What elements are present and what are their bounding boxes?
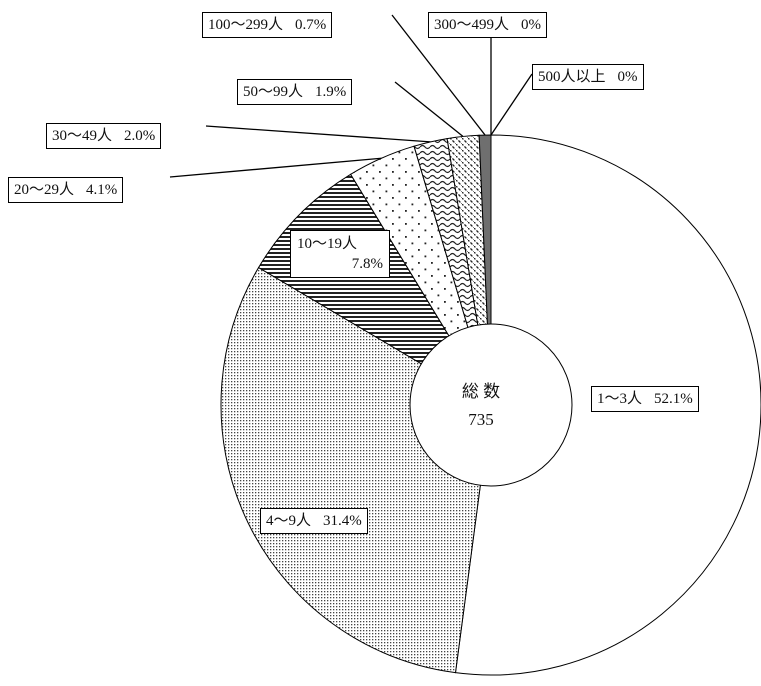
slice-label-name: 4～9人: [266, 513, 312, 529]
slice-label-name: 10～19人: [297, 236, 358, 252]
slice-label-name: 500人以上: [538, 69, 606, 85]
slice-label-20-29: 20～29人 4.1%: [8, 177, 124, 203]
slice-label-percent: 2.0%: [124, 128, 156, 144]
leader-line-8: [490, 73, 533, 136]
slice-label-name: 20～29人: [14, 182, 75, 198]
leader-line-6: [391, 14, 486, 136]
slice-label-percent: 0.7%: [295, 17, 327, 33]
slice-label-percent: 52.1%: [654, 391, 693, 407]
slice-label-100-299: 100～299人 0.7%: [202, 12, 333, 38]
slice-label-30-49: 30～49人 2.0%: [46, 123, 162, 149]
slice-label-300-499: 300～499人 0%: [428, 12, 548, 38]
slice-label-4-9: 4～9人 31.4%: [260, 508, 368, 534]
leader-line-3: [169, 157, 382, 178]
center-total-label: 総 数 735: [426, 378, 536, 434]
slice-label-percent: 0%: [617, 69, 638, 85]
slice-label-10-19: 10～19人 7.8%: [290, 230, 390, 278]
center-hole: [409, 323, 573, 487]
leader-line-5: [394, 81, 464, 137]
slice-label-percent: 7.8%: [351, 256, 383, 272]
slice-label-name: 1～3人: [597, 391, 643, 407]
center-total: 735: [468, 410, 494, 429]
slice-label-percent: 0%: [521, 17, 542, 33]
leader-line-4: [205, 125, 431, 143]
center-title: 総 数: [461, 382, 501, 401]
slice-label-percent: 31.4%: [323, 513, 362, 529]
slice-label-name: 300～499人: [434, 17, 510, 33]
slice-label-name: 50～99人: [243, 84, 304, 100]
slice-label-1-3: 1～3人 52.1%: [591, 386, 699, 412]
slice-label-percent: 1.9%: [315, 84, 347, 100]
slice-label-name: 30～49人: [52, 128, 113, 144]
slice-label-500-plus: 500人以上 0%: [532, 64, 644, 90]
slice-label-50-99: 50～99人 1.9%: [237, 79, 353, 105]
slice-label-percent: 4.1%: [86, 182, 118, 198]
slice-label-name: 100～299人: [208, 17, 284, 33]
